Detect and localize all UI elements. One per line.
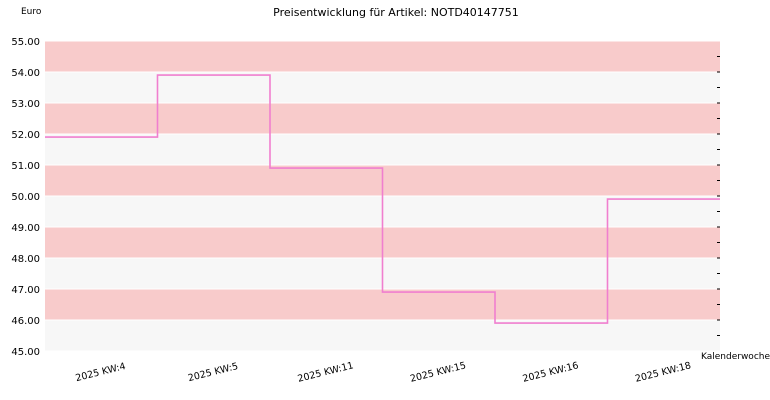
series-layer [45,74,720,324]
series-line-0 [45,74,720,324]
x-tick-label-1: 2025 KW:5 [187,361,239,384]
x-tick-label-3: 2025 KW:15 [409,360,467,385]
y-axis-labels: 45.00 46.00 47.00 48.00 49.00 50.00 51.00 52.00… [11,37,40,358]
y-tick-label-7: 52.00 [11,130,40,141]
y-tick-label-8: 53.00 [11,99,40,110]
band-6 [45,134,720,165]
band-8 [45,72,720,103]
y-tick-label-10: 55.00 [11,37,40,48]
y-tick-label-6: 51.00 [11,161,40,172]
y-tick-label-4: 49.00 [11,223,40,234]
band-7 [45,103,720,134]
band-9 [45,41,720,72]
y-tick-label-3: 48.00 [11,254,40,265]
band-1 [45,289,720,320]
x-axis-labels: 2025 KW:4 2025 KW:5 2025 KW:11 2025 KW:15 20… [74,360,692,385]
x-tick-label-2: 2025 KW:11 [297,360,355,385]
y-tick-label-2: 47.00 [11,285,40,296]
y-tick-label-0: 45.00 [11,347,40,358]
y-tick-label-5: 50.00 [11,192,40,203]
x-tick-label-4: 2025 KW:16 [522,360,580,385]
chart-title: Preisentwicklung für Artikel: NOTD401477… [273,6,519,19]
y-tick-label-9: 54.00 [11,68,40,79]
band-0 [45,320,720,351]
x-tick-label-0: 2025 KW:4 [74,361,126,384]
x-tick-label-5: 2025 KW:18 [634,360,692,385]
y-tick-label-1: 46.00 [11,316,40,327]
y-axis-unit: Euro [21,7,42,17]
right-minor-ticks [717,56,720,336]
x-axis-title: Kalenderwoche [701,352,770,362]
